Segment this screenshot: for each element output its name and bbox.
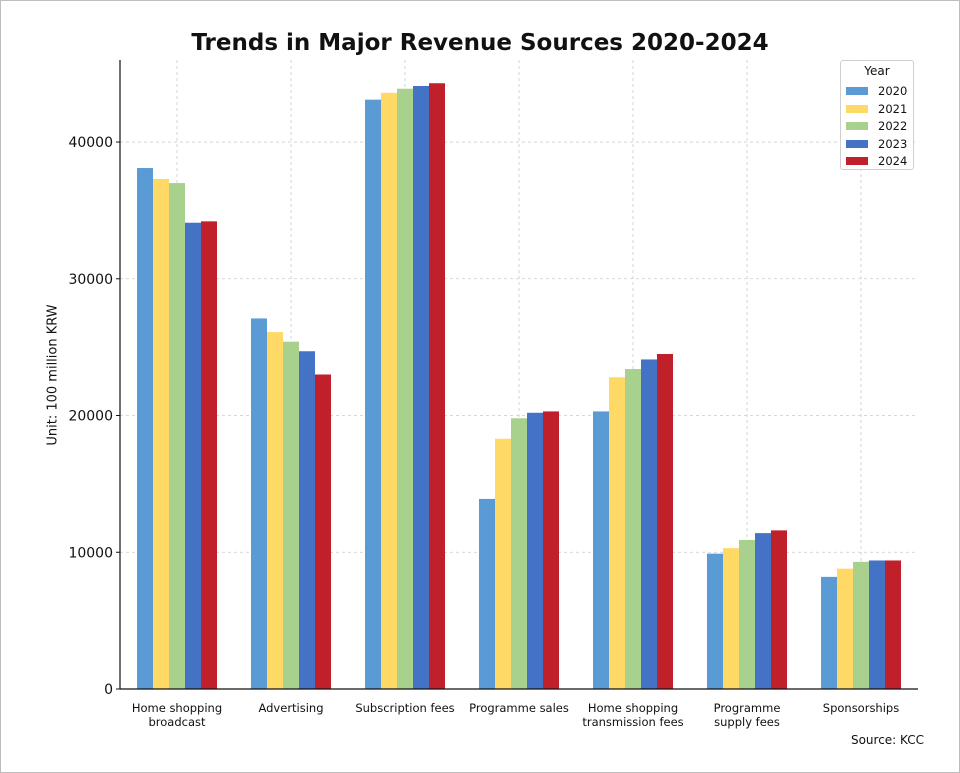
- x-tick-label: Home shopping broadcast: [132, 701, 222, 729]
- legend-label: 2023: [878, 136, 908, 151]
- chart-title: Trends in Major Revenue Sources 2020-202…: [191, 30, 769, 56]
- bar-2023: [641, 359, 657, 689]
- bar-2023: [185, 222, 201, 690]
- legend-item-2023: 2023: [846, 137, 907, 151]
- legend-swatch: [846, 139, 868, 148]
- bar-2024: [885, 560, 901, 689]
- legend-item-2024: 2024: [846, 154, 907, 168]
- y-tick-label: 30000: [68, 272, 113, 288]
- bar-2021: [609, 377, 625, 689]
- x-tick-label: Programme supply fees: [714, 701, 781, 729]
- bar-2020: [479, 498, 495, 689]
- bar-2022: [169, 183, 185, 689]
- bar-2021: [837, 568, 853, 689]
- bar-2022: [511, 418, 527, 689]
- legend-swatch: [846, 104, 868, 113]
- bar-2020: [593, 411, 609, 689]
- bar-2024: [543, 411, 559, 689]
- bar-2020: [365, 99, 381, 689]
- legend-label: 2021: [878, 101, 908, 116]
- bar-2020: [251, 318, 267, 689]
- x-tick-label: Sponsorships: [823, 701, 899, 715]
- y-tick-label: 10000: [68, 545, 113, 561]
- legend-label: 2020: [878, 84, 908, 98]
- legend-label: 2022: [878, 119, 908, 133]
- bar-2021: [153, 178, 169, 689]
- bar-2020: [707, 553, 723, 689]
- bar-2022: [739, 539, 755, 689]
- bar-2020: [137, 168, 153, 689]
- bar-2023: [527, 412, 543, 689]
- bar-2023: [299, 351, 315, 689]
- bar-2021: [495, 438, 511, 689]
- legend-swatch: [846, 157, 868, 165]
- bar-2024: [201, 221, 217, 689]
- x-tick-label: Home shopping transmission fees: [582, 701, 683, 729]
- legend-swatch: [846, 122, 868, 130]
- source-note: Source: KCC: [850, 733, 924, 747]
- legend-swatch: [846, 87, 868, 95]
- bar-2021: [723, 548, 739, 689]
- legend-label: 2024: [878, 154, 908, 168]
- bar-2024: [315, 374, 331, 689]
- bar-2021: [381, 92, 397, 690]
- bar-2024: [657, 353, 673, 689]
- bar-2020: [821, 576, 837, 689]
- bar-2023: [413, 85, 429, 689]
- legend-title: Year: [864, 64, 890, 78]
- bar-2022: [397, 88, 413, 690]
- legend-item-2020: 2020: [846, 84, 907, 98]
- bar-2024: [429, 83, 445, 689]
- bar-2023: [869, 560, 885, 689]
- x-tick-label: Subscription fees: [355, 701, 454, 715]
- y-tick-label: 20000: [68, 409, 113, 425]
- x-tick-label: Programme sales: [469, 701, 569, 715]
- legend-item-2021: 2021: [846, 102, 907, 116]
- bar-2022: [283, 341, 299, 689]
- bar-2022: [853, 561, 869, 689]
- legend-item-2022: 2022: [846, 119, 907, 133]
- bar-2021: [267, 332, 283, 689]
- bar-2024: [771, 530, 787, 689]
- legend: Year 2020 2021 2022 2023 2024: [840, 60, 914, 170]
- bar-2022: [625, 369, 641, 689]
- y-tick-label: 0: [104, 682, 113, 698]
- bar-2023: [755, 533, 771, 689]
- y-tick-label: 40000: [68, 135, 113, 151]
- x-tick-label: Advertising: [258, 701, 323, 715]
